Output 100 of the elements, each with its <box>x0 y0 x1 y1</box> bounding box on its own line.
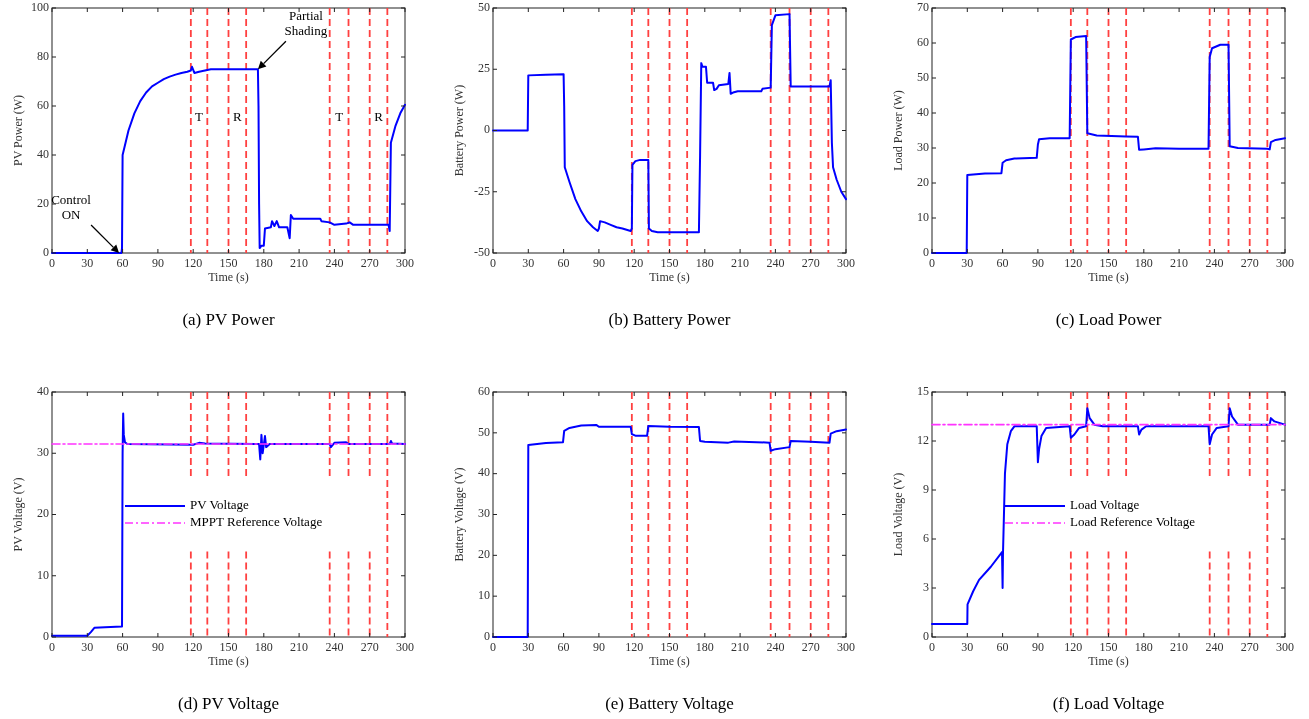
y-tick-label: 3 <box>923 579 929 594</box>
x-axis-title: Time (s) <box>649 270 690 284</box>
y-tick-label: -25 <box>474 183 490 198</box>
y-tick-label: 60 <box>37 97 49 112</box>
x-tick-label: 120 <box>184 256 203 270</box>
y-tick-label: 25 <box>478 61 490 75</box>
x-tick-label: 90 <box>151 640 164 654</box>
y-tick-label: 9 <box>923 481 929 496</box>
y-tick-label: 30 <box>917 139 929 154</box>
y-tick-label: 50 <box>917 69 929 84</box>
x-tick-label: 120 <box>625 256 644 270</box>
text: (c) Load Power <box>1055 310 1162 329</box>
x-tick-label: 60 <box>116 256 129 270</box>
x-tick-label: 270 <box>360 256 379 270</box>
y-tick-label: 40 <box>917 104 929 119</box>
y-axis-title: PV Voltage (V) <box>11 477 25 552</box>
x-tick-label: 210 <box>731 256 750 270</box>
x-tick-label: 150 <box>1099 640 1118 654</box>
y-tick-label: 30 <box>478 506 490 521</box>
x-tick-label: 180 <box>254 256 273 270</box>
y-tick-label: -50 <box>474 244 490 259</box>
x-tick-label: 60 <box>996 256 1009 270</box>
text: (d) PV Voltage <box>177 694 280 713</box>
x-tick-label: 300 <box>1276 640 1294 654</box>
y-tick-label: 10 <box>478 587 490 602</box>
y-tick-label: 20 <box>478 547 490 562</box>
y-tick-label: 20 <box>37 195 49 210</box>
x-tick-label: 90 <box>592 640 605 654</box>
x-tick-label: 60 <box>557 256 570 270</box>
y-tick-label: 0 <box>484 628 490 643</box>
y-tick-label: 50 <box>478 424 490 439</box>
x-tick-label: 240 <box>1205 256 1224 270</box>
y-tick-label: 80 <box>37 48 49 63</box>
x-tick-label: 30 <box>81 640 94 654</box>
x-tick-label: 270 <box>801 256 820 270</box>
x-tick-label: 120 <box>625 640 644 654</box>
x-tick-label: 210 <box>290 640 309 654</box>
legend-label: Load Voltage <box>1070 496 1140 512</box>
y-tick-label: 30 <box>37 445 49 459</box>
y-tick-label: 40 <box>37 146 49 161</box>
line-series <box>931 35 1286 254</box>
y-tick-label: 12 <box>917 432 929 447</box>
x-tick-label: 180 <box>254 640 273 654</box>
y-tick-label: 60 <box>917 34 929 49</box>
x-axis-title: Time (s) <box>208 654 249 668</box>
y-axis-title: PV Power (W) <box>11 94 25 167</box>
y-axis-title: Battery Voltage (V) <box>452 467 466 562</box>
annotation: Partial Shading <box>284 8 328 39</box>
x-tick-label: 120 <box>1064 640 1083 654</box>
x-tick-label: 90 <box>1031 256 1044 270</box>
x-axis-title: Time (s) <box>649 654 690 668</box>
text: (e) Battery Voltage <box>605 694 734 713</box>
annotation: R <box>374 109 384 125</box>
x-tick-label: 90 <box>151 256 164 270</box>
annotation: Control ON <box>51 192 92 222</box>
x-tick-label: 60 <box>557 640 570 654</box>
x-tick-label: 60 <box>116 640 129 654</box>
text: (a) PV Power <box>182 310 275 329</box>
y-tick-label: 70 <box>917 0 929 14</box>
y-tick-label: 20 <box>37 506 49 521</box>
x-tick-label: 150 <box>1099 256 1118 270</box>
legend-label: MPPT Reference Voltage <box>190 513 323 529</box>
x-tick-label: 180 <box>1134 256 1153 270</box>
x-tick-label: 180 <box>695 640 714 654</box>
x-tick-label: 180 <box>1134 640 1153 654</box>
y-tick-label: 0 <box>43 244 49 259</box>
x-axis-title: Time (s) <box>1088 654 1129 668</box>
x-tick-label: 270 <box>801 640 820 654</box>
text: (f) Load Voltage <box>1052 694 1165 713</box>
x-tick-label: 270 <box>1240 256 1259 270</box>
y-tick-label: 50 <box>478 0 490 14</box>
legend-label: PV Voltage <box>190 496 250 512</box>
x-tick-label: 180 <box>695 256 714 270</box>
line-series <box>492 13 847 234</box>
y-tick-label: 0 <box>484 122 490 137</box>
legend-label: Load Reference Voltage <box>1070 513 1196 529</box>
x-tick-label: 150 <box>660 256 679 270</box>
y-tick-label: 10 <box>37 567 49 582</box>
annotation: T <box>195 109 204 125</box>
x-tick-label: 90 <box>592 256 605 270</box>
x-tick-label: 30 <box>961 640 974 654</box>
y-tick-label: 20 <box>917 174 929 189</box>
text: (b) Battery Power <box>608 310 731 329</box>
x-tick-label: 120 <box>1064 256 1083 270</box>
x-tick-label: 150 <box>219 640 238 654</box>
x-tick-label: 210 <box>731 640 750 654</box>
y-tick-label: 40 <box>37 383 49 398</box>
line-series <box>51 412 406 637</box>
y-axis-title: Battery Power (W) <box>452 84 466 177</box>
x-tick-label: 210 <box>1170 640 1189 654</box>
x-tick-label: 30 <box>961 256 974 270</box>
line-series <box>492 424 847 638</box>
y-tick-label: 0 <box>43 628 49 643</box>
x-tick-label: 30 <box>81 256 94 270</box>
x-tick-label: 150 <box>660 640 679 654</box>
x-tick-label: 210 <box>1170 256 1189 270</box>
x-tick-label: 270 <box>360 640 379 654</box>
x-tick-label: 240 <box>766 256 785 270</box>
y-tick-label: 100 <box>31 0 49 14</box>
x-tick-label: 300 <box>837 256 855 270</box>
